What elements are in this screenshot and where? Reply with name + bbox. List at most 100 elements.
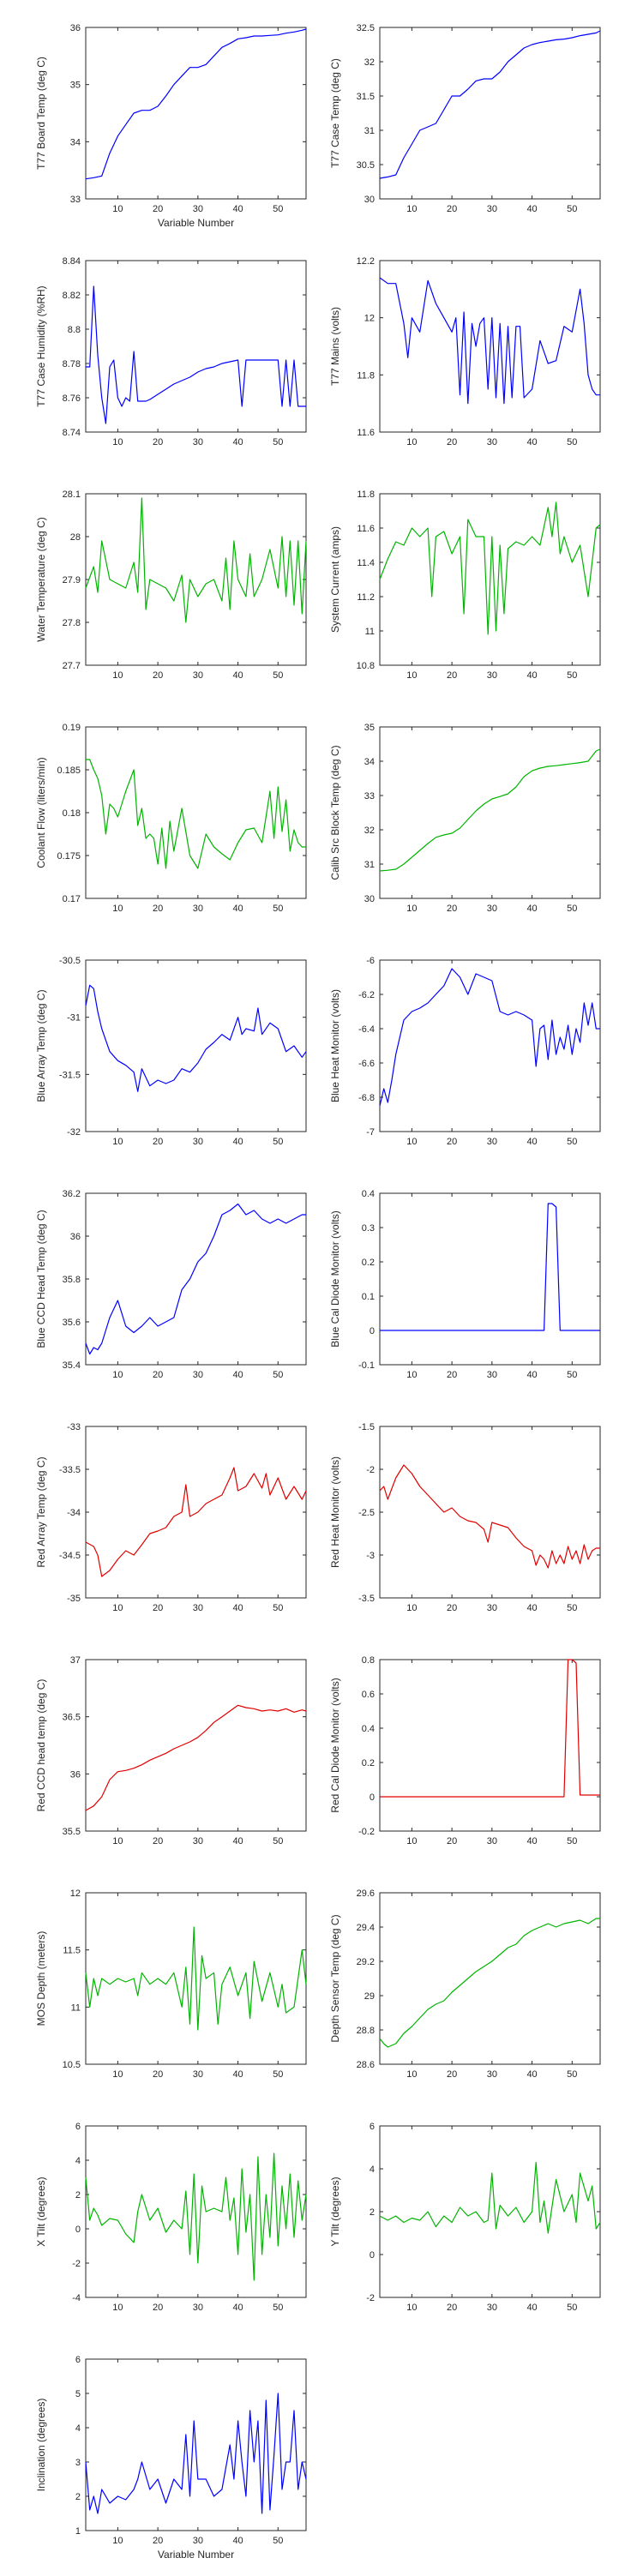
y-tick-label: 11.8 [357,489,375,500]
y-tick-label: 0.2 [362,1258,375,1268]
y-tick-label: 27.9 [63,575,81,585]
plot-frame [85,1426,307,1599]
y-tick-label: 8.82 [63,291,81,301]
x-tick-label: 10 [406,1137,417,1147]
chart-8: 10 20 30 40 50 30 31 32 33 34 35 Calib Src Block Te… [329,723,601,914]
series-line-1 [85,28,307,180]
y-tick-label: 27.8 [63,618,81,628]
y-axis-label: Red Cal Diode Monitor (volts) [329,1678,341,1812]
y-axis-label: Red Array Temp (deg C) [35,1456,47,1567]
x-tick-label: 30 [193,2536,203,2546]
chart-10: 10 20 30 40 50 -7 -6.8 -6.6 -6.4 -6.2 -6 Blue Heat … [329,956,601,1147]
y-tick-label: 32 [364,826,375,836]
x-tick-label: 20 [153,204,163,214]
chart-1: 10 20 30 40 50 33 34 35 36 Variable Number T77 Boa… [35,23,307,229]
chart-16: 10 20 30 40 50 -0.2 0 0.2 0.4 0.6 0.8 Red Cal Diode… [329,1655,601,1846]
y-tick-label: -0.2 [358,1827,375,1837]
y-tick-label: 36 [70,1769,81,1780]
series-line-1 [380,1659,600,1798]
y-axis-label: T77 Board Temp (deg C) [35,57,47,170]
x-tick-label: 50 [273,204,283,214]
y-tick-label: 11.8 [357,370,375,381]
y-tick-label: -6.6 [358,1059,375,1069]
x-tick-label: 40 [526,1836,537,1846]
series-line-1 [379,30,601,179]
y-tick-label: 8.8 [68,325,81,335]
chart-5: 10 20 30 40 50 27.7 27.8 27.9 28 28.1 Water Temper… [35,489,307,681]
x-tick-label: 30 [487,1836,497,1846]
x-tick-label: 50 [273,1603,283,1613]
x-tick-label: 40 [232,670,243,681]
series-line-1 [85,984,307,1092]
x-tick-label: 30 [193,1370,203,1380]
series-line-1 [380,1203,600,1331]
x-tick-label: 40 [232,2536,243,2546]
x-tick-label: 40 [232,1370,243,1380]
x-tick-label: 50 [567,204,577,214]
x-tick-label: 10 [406,904,417,914]
x-tick-label: 30 [487,1370,497,1380]
x-tick-label: 20 [447,2303,457,2313]
y-axis-label: Red CCD head temp (deg C) [35,1679,47,1812]
series-line-1 [85,497,307,623]
x-tick-label: 30 [193,204,203,214]
y-tick-label: 4 [75,2423,81,2434]
series-line-1 [86,759,306,869]
x-tick-label: 30 [193,904,203,914]
x-tick-label: 20 [153,2069,163,2080]
y-tick-label: 11.5 [63,1946,81,1956]
x-axis-label: Variable Number [158,2549,234,2561]
x-tick-label: 50 [567,1137,577,1147]
y-tick-label: 0 [370,1326,375,1336]
plot-frame [379,959,601,1132]
y-tick-label: 0.19 [63,723,81,733]
y-tick-label: 29.2 [357,1957,375,1967]
x-tick-label: 30 [193,1836,203,1846]
x-tick-label: 10 [406,204,417,214]
plot-frame [379,260,601,433]
x-tick-label: 40 [232,437,243,447]
x-tick-label: 10 [112,2069,123,2080]
x-tick-label: 20 [447,1370,457,1380]
y-tick-label: 34 [364,757,375,767]
x-tick-label: 10 [112,437,123,447]
y-tick-label: 10.8 [357,661,375,671]
x-tick-label: 20 [153,904,163,914]
y-tick-label: 32.5 [357,23,375,33]
x-tick-label: 10 [112,1836,123,1846]
plot-frame [379,1192,601,1366]
x-tick-label: 50 [567,1836,577,1846]
x-tick-label: 20 [447,204,457,214]
x-axis-label: Variable Number [158,217,234,229]
x-tick-label: 20 [447,904,457,914]
x-tick-label: 20 [153,1603,163,1613]
y-tick-label: 31 [364,126,375,136]
x-tick-label: 30 [487,670,497,681]
y-tick-label: -30.5 [59,956,81,966]
y-tick-label: 12.2 [357,256,375,267]
y-tick-label: 1 [75,2526,81,2537]
x-tick-label: 50 [567,1603,577,1613]
x-tick-label: 40 [232,1836,243,1846]
x-tick-label: 30 [193,1603,203,1613]
series-line-1 [86,285,306,424]
y-tick-label: 36 [70,1232,81,1242]
x-tick-label: 40 [232,2069,243,2080]
y-tick-label: 11.6 [357,428,375,438]
y-tick-label: 12 [364,314,375,324]
series-line-1 [379,277,600,405]
y-axis-label: T77 Case Humidity (%RH) [35,285,47,406]
x-tick-label: 50 [273,1370,283,1380]
y-tick-label: -4 [72,2293,81,2303]
y-tick-label: 0.3 [362,1223,375,1234]
y-tick-label: 0.2 [362,1758,375,1768]
x-tick-label: 20 [447,1137,457,1147]
x-tick-label: 40 [232,2303,243,2313]
chart-4: 10 20 30 40 50 11.6 11.8 12 12.2 T77 Mains (volts… [329,256,601,447]
y-tick-label: 8.76 [63,393,81,404]
y-tick-label: 35.6 [63,1318,81,1328]
x-tick-label: 30 [487,204,497,214]
x-tick-label: 20 [153,1137,163,1147]
y-tick-label: -2 [72,2259,81,2269]
y-axis-label: Blue Heat Monitor (volts) [329,989,341,1102]
